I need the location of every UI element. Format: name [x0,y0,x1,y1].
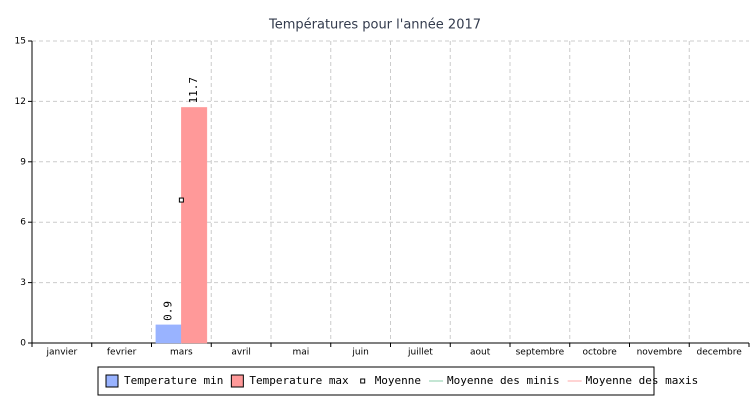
x-tick-label: novembre [637,348,683,358]
y-tick-label: 12 [15,97,26,107]
x-tick-label: decembre [696,348,742,358]
value-label: 0.9 [162,301,175,321]
chart-title: Températures pour l'année 2017 [268,18,481,33]
legend-label: Moyenne des minis [447,374,560,387]
x-tick-label: septembre [516,348,565,358]
legend-label: Temperature max [249,374,349,387]
legend-swatch [105,374,119,388]
legend-swatch [230,374,244,388]
y-tick-label: 0 [20,339,26,349]
bar [155,324,182,344]
legend-label: Temperature min [124,374,223,387]
x-tick-label: mars [170,348,193,358]
x-tick-label: mai [292,348,309,358]
legend-label: Moyenne des maxis [586,374,699,387]
legend-label: Moyenne [375,374,421,387]
bar [181,107,208,344]
y-tick-label: 3 [20,278,26,288]
x-tick-label: juillet [407,348,433,358]
point [178,197,184,203]
x-tick-label: juin [351,348,368,358]
legend-box [97,366,655,396]
x-tick-label: octobre [583,348,618,358]
legend-marker [360,378,366,384]
x-tick-label: aout [470,348,491,358]
x-tick-label: avril [231,348,251,358]
x-tick-label: janvier [45,348,77,358]
y-tick-label: 15 [15,37,26,47]
x-tick-label: fevrier [107,348,137,358]
y-tick-label: 9 [20,157,26,167]
value-label: 11.7 [187,77,200,104]
y-tick-label: 6 [20,218,26,228]
